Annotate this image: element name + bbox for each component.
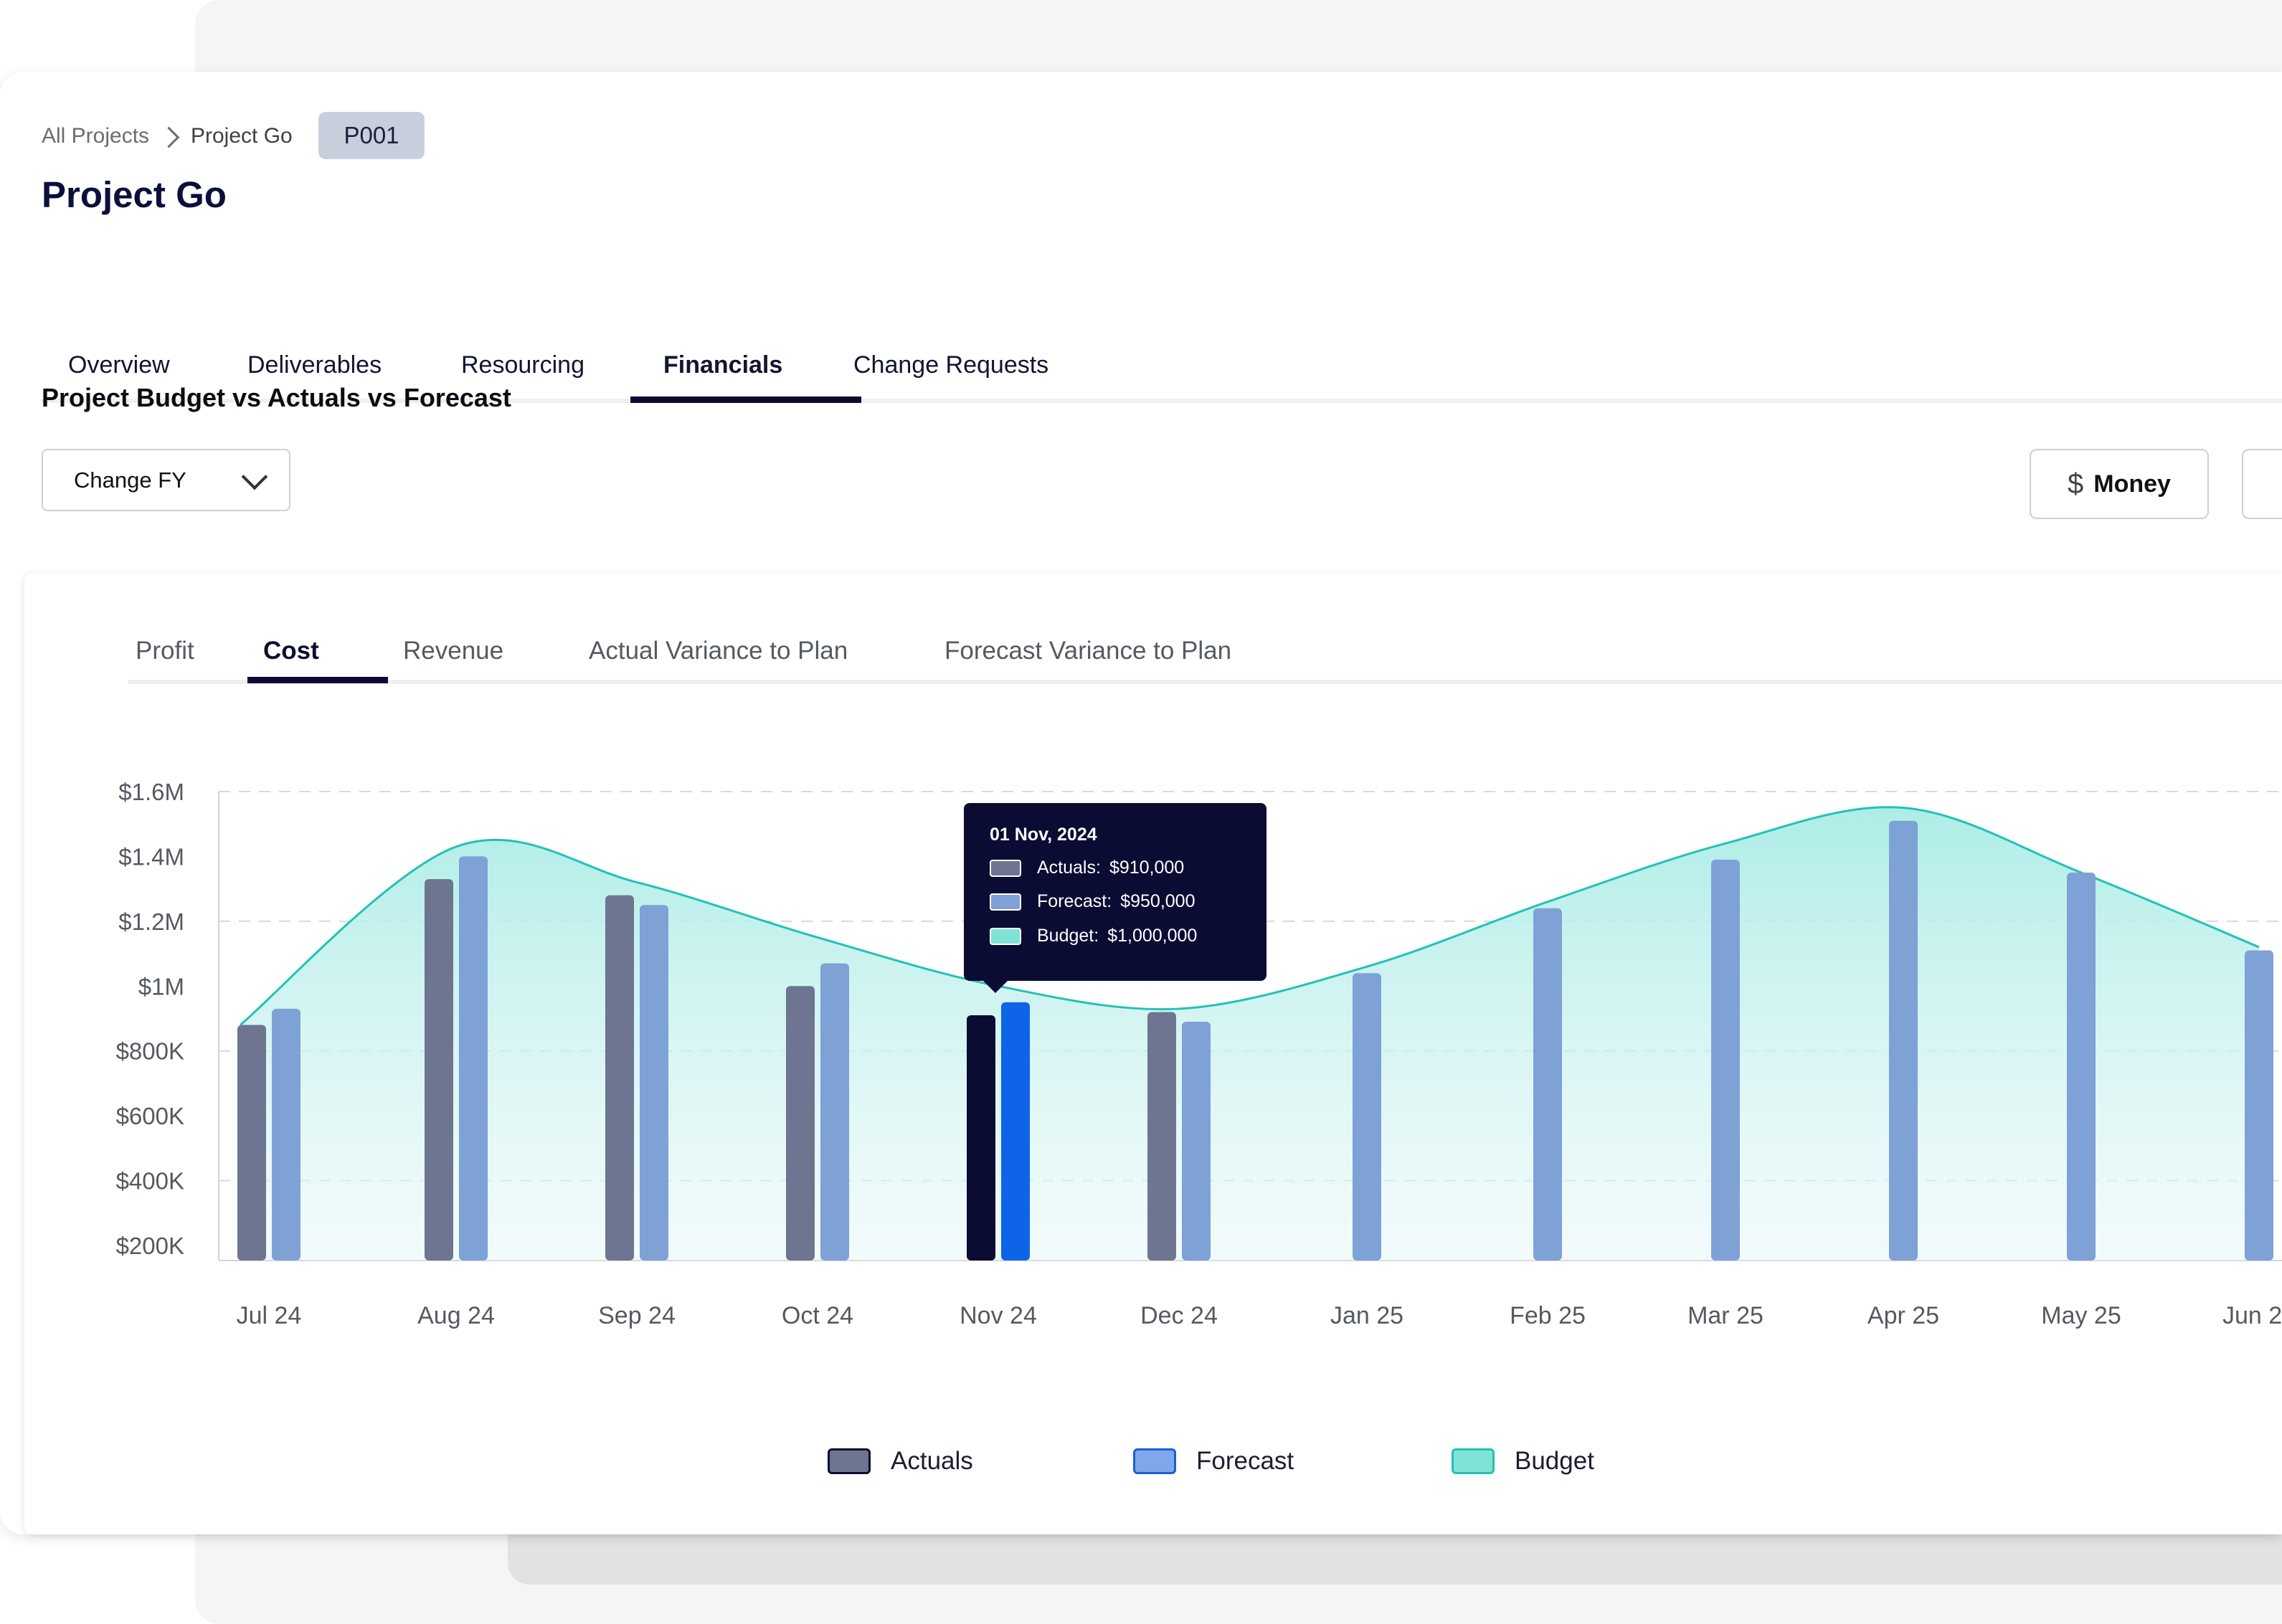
chart-tabs: Profit Cost Revenue Actual Variance to P… [103,624,2282,688]
tab-deliverables[interactable]: Deliverables [247,351,382,379]
fy-select[interactable]: Change FY [42,449,290,511]
chart-tab-cost[interactable]: Cost [263,637,319,665]
actuals-bar [237,1025,266,1260]
actuals-bar [1147,1012,1176,1260]
legend-actuals-label: Actuals [891,1447,973,1475]
breadcrumb-all-projects[interactable]: All Projects [42,124,150,148]
money-button[interactable]: $ Money [2030,449,2209,519]
y-tick-label: $200K [116,1233,184,1259]
actuals-bar [786,986,815,1260]
forecast-bar [1711,859,1740,1260]
chart-tab-revenue[interactable]: Revenue [403,637,504,665]
x-tick-label: Feb 25 [1510,1302,1586,1329]
secondary-toggle-button[interactable] [2242,449,2282,519]
x-tick-label: Jan 25 [1330,1302,1403,1329]
x-tick-label: Apr 25 [1867,1302,1939,1329]
legend-actuals[interactable]: Actuals [828,1447,973,1476]
y-tick-label: $600K [116,1103,184,1129]
y-tick-label: $400K [116,1168,184,1195]
tab-resourcing[interactable]: Resourcing [461,351,584,379]
actuals-bar [967,1015,995,1260]
forecast-bar [820,963,849,1260]
x-tick-label: Nov 24 [960,1302,1037,1329]
chart-tooltip: 01 Nov, 2024 Actuals: $910,000 Forecast:… [964,803,1267,993]
project-id-badge: P001 [318,112,425,159]
tooltip-budget-swatch [990,927,1021,945]
forecast-bar [1889,820,1918,1260]
dollar-icon: $ [2068,467,2084,500]
money-button-label: Money [2093,470,2171,498]
forecast-bar [1001,1002,1030,1260]
forecast-bar [1182,1022,1211,1260]
tooltip-row-forecast: Forecast: $950,000 [990,891,1195,912]
tabs-divider [42,399,2282,403]
forecast-bar [1353,973,1381,1260]
budget-line [240,806,2260,1026]
actuals-bar [425,879,453,1260]
tab-financials[interactable]: Financials [663,351,783,379]
y-tick-label: $1.2M [118,908,184,935]
legend-budget-label: Budget [1515,1447,1594,1475]
breadcrumb: All Projects Project Go P001 [42,112,443,161]
actuals-bar [605,895,634,1260]
tooltip-row-budget: Budget: $1,000,000 [990,926,1197,946]
forecast-bar [2067,873,2096,1260]
chart-tab-actual-variance[interactable]: Actual Variance to Plan [589,637,848,665]
main-tabs: Overview Deliverables Resourcing Financi… [42,344,2282,406]
page-title: Project Go [42,174,227,215]
x-tick-label: May 25 [2041,1302,2121,1329]
active-tab-indicator [630,396,861,403]
tooltip-budget-label: Budget: [1037,926,1099,946]
x-tick-label: Mar 25 [1687,1302,1763,1329]
tooltip-actuals-value: $910,000 [1109,858,1185,878]
x-tick-label: Oct 24 [782,1302,853,1329]
tab-change-requests[interactable]: Change Requests [853,351,1049,379]
tooltip-forecast-value: $950,000 [1120,891,1196,911]
legend-forecast-swatch [1133,1448,1176,1474]
forecast-bar [459,856,488,1260]
y-tick-label: $1.6M [118,779,184,805]
legend-actuals-swatch [828,1448,871,1474]
budget-area [240,807,2259,1260]
chart-tab-forecast-variance[interactable]: Forecast Variance to Plan [944,637,1232,665]
forecast-bar [272,1008,300,1260]
x-tick-label: Jul 24 [237,1302,302,1329]
legend-forecast[interactable]: Forecast [1133,1447,1294,1476]
y-tick-label: $800K [116,1038,184,1065]
forecast-bar [2245,950,2273,1260]
fy-select-value: Change FY [74,467,186,493]
chart-tab-profit[interactable]: Profit [136,637,194,665]
x-tick-label: Jun 25 [2222,1302,2282,1329]
chart-active-tab-indicator [247,677,388,683]
tooltip-forecast-swatch [990,893,1021,911]
tooltip-budget-value: $1,000,000 [1107,926,1198,946]
y-tick-label: $1M [138,973,184,999]
tooltip-date: 01 Nov, 2024 [990,825,1097,845]
tooltip-row-actuals: Actuals: $910,000 [990,858,1184,878]
tooltip-pointer [983,980,1008,993]
legend-budget[interactable]: Budget [1452,1447,1594,1476]
breadcrumb-current: Project Go [191,124,293,148]
y-tick-label: $1.4M [118,843,184,870]
tab-overview[interactable]: Overview [68,351,170,379]
chart-tabs-divider [128,680,2282,684]
x-tick-label: Dec 24 [1140,1302,1218,1329]
x-tick-label: Aug 24 [417,1302,495,1329]
tooltip-actuals-label: Actuals: [1037,858,1101,878]
forecast-bar [640,905,668,1260]
tooltip-forecast-label: Forecast: [1037,891,1112,911]
forecast-bar [1533,908,1562,1260]
legend-forecast-label: Forecast [1196,1447,1294,1475]
section-title: Project Budget vs Actuals vs Forecast [42,383,511,412]
x-tick-label: Sep 24 [598,1302,676,1329]
tooltip-actuals-swatch [990,859,1021,877]
legend-budget-swatch [1452,1448,1495,1474]
